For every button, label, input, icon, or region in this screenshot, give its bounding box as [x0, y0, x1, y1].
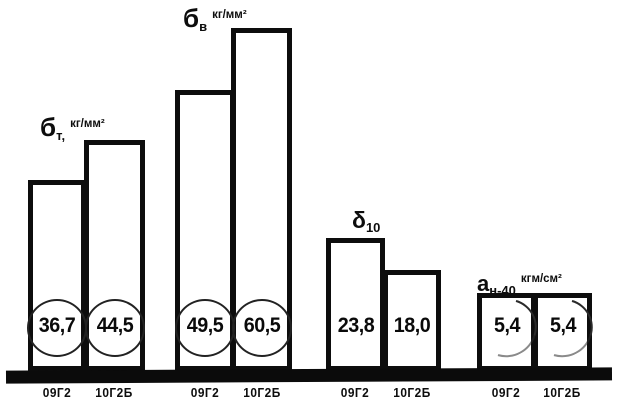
x-tick-label: 10Г2Б — [243, 386, 281, 400]
bar-delta10-09g2: 23,8 — [326, 238, 385, 371]
bar-sigma-t-10g2b: 44,5 — [84, 140, 145, 371]
bar-an40-10g2b: 5,4 — [522, 288, 603, 371]
bar-value-label: 23,8 — [337, 314, 374, 337]
x-tick-label: 10Г2Б — [543, 386, 581, 400]
bar-sigma-v-09g2: 49,5 — [175, 90, 235, 371]
sigma-v-unit: кг/мм² — [212, 9, 247, 21]
value-circle — [84, 299, 145, 357]
sigma-v-subscript: в — [199, 19, 208, 35]
group-title-delta-10: δ10 — [352, 207, 385, 236]
x-tick-label: 09Г2 — [190, 386, 220, 400]
delta-subscript: 10 — [365, 220, 381, 236]
x-tick-label: 09Г2 — [42, 386, 72, 400]
bar-sigma-t-09g2: 36,7 — [27, 180, 87, 371]
bar-sigma-v-10g2b: 60,5 — [231, 28, 292, 371]
bar-an40-09g2: 5,4 — [466, 288, 547, 371]
sigma-symbol: б — [40, 112, 57, 142]
x-axis-baseline — [5, 367, 613, 384]
bar-value-label: 18,0 — [393, 314, 431, 337]
bar-delta10-10g2b: 18,0 — [383, 270, 441, 371]
bar-value-label: 36,7 — [38, 314, 76, 337]
a-symbol: а — [477, 271, 490, 296]
sigma-t-subscript: т, — [56, 128, 66, 144]
bar-value-label: 49,5 — [186, 314, 224, 337]
x-tick-label: 10Г2Б — [95, 386, 133, 400]
value-circle — [231, 299, 292, 357]
x-tick-label: 09Г2 — [491, 386, 521, 400]
sigma-t-unit: кг/мм² — [70, 118, 105, 130]
group-title-sigma-v: бв кг/мм² — [183, 5, 247, 33]
x-tick-label: 09Г2 — [340, 386, 370, 400]
bar-value-label: 5,4 — [549, 314, 576, 337]
delta-symbol: δ — [352, 207, 366, 233]
sigma-symbol: б — [183, 3, 200, 33]
bar-value-label: 44,5 — [96, 314, 133, 337]
bar-value-label: 60,5 — [243, 314, 280, 337]
group-title-sigma-t: бт, кг/мм² — [40, 114, 105, 142]
x-tick-label: 10Г2Б — [393, 386, 431, 400]
a-n40-unit: кгм/см² — [520, 273, 562, 285]
bar-value-label: 5,4 — [493, 314, 520, 337]
